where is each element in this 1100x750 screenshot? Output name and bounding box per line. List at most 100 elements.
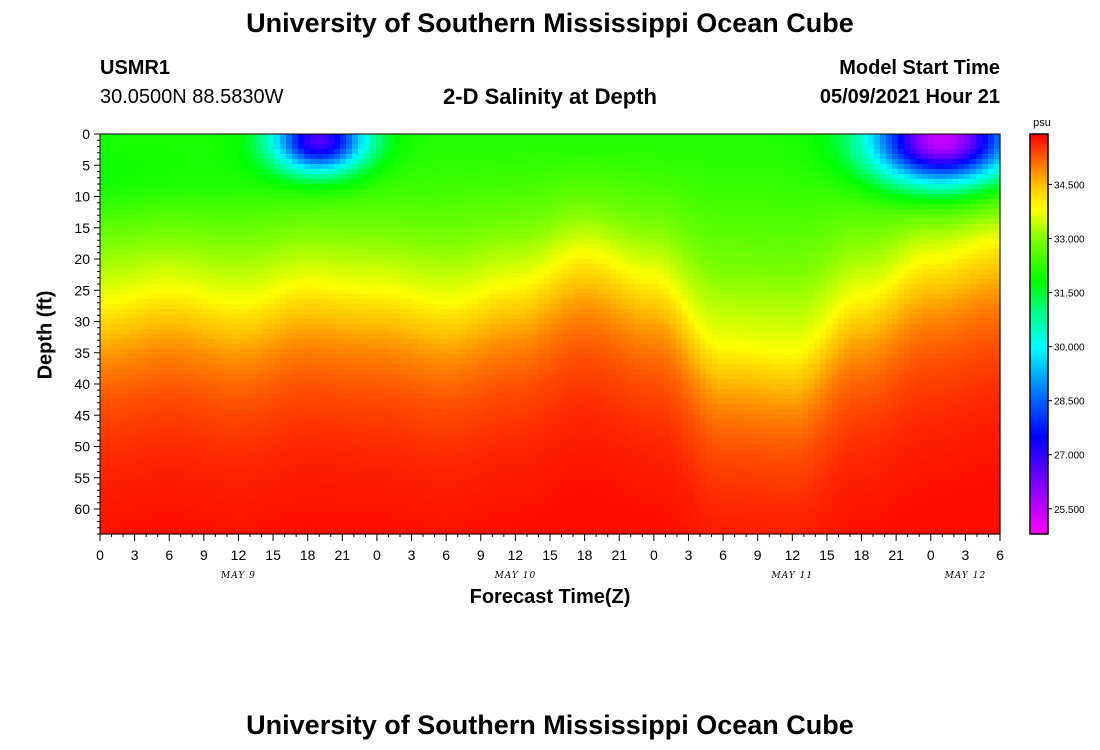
heatmap-cell [496,189,503,195]
heatmap-cell [502,219,509,225]
heatmap-cell [436,269,443,275]
heatmap-cell [442,144,449,150]
heatmap-cell [832,239,839,245]
heatmap-cell [946,174,953,180]
heatmap-cell [772,144,779,150]
heatmap-cell [328,199,335,205]
heatmap-cell [166,269,173,275]
heatmap-cell [754,249,761,255]
heatmap-cell [508,164,515,170]
heatmap-cell [304,299,311,305]
heatmap-cell [454,214,461,220]
heatmap-cell [736,174,743,180]
heatmap-cell [484,239,491,245]
heatmap-cell [400,214,407,220]
heatmap-cell [418,264,425,270]
heatmap-cell [220,149,227,155]
heatmap-cell [214,194,221,200]
heatmap-cell [154,244,161,250]
heatmap-cell [964,204,971,210]
heatmap-cell [928,264,935,270]
heatmap-cell [496,179,503,185]
heatmap-cell [154,219,161,225]
heatmap-cell [298,279,305,285]
heatmap-cell [376,219,383,225]
heatmap-cell [562,249,569,255]
heatmap-cell [382,219,389,225]
heatmap-cell [478,194,485,200]
heatmap-cell [850,219,857,225]
heatmap-cell [946,159,953,165]
heatmap-cell [580,289,587,295]
heatmap-cell [418,199,425,205]
heatmap-cell [616,259,623,265]
heatmap-cell [880,174,887,180]
heatmap-cell [766,269,773,275]
heatmap-cell [466,219,473,225]
heatmap-cell [820,184,827,190]
heatmap-cell [736,224,743,230]
heatmap-cell [310,279,317,285]
heatmap-cell [652,224,659,230]
heatmap-cell [154,239,161,245]
heatmap-cell [106,164,113,170]
heatmap-cell [232,139,239,145]
heatmap-cell [466,154,473,160]
heatmap-cell [934,279,941,285]
heatmap-cell [304,244,311,250]
heatmap-cell [970,219,977,225]
heatmap-cell [634,169,641,175]
heatmap-cell [178,294,185,300]
heatmap-cell [520,249,527,255]
heatmap-cell [418,219,425,225]
heatmap-cell [598,279,605,285]
heatmap-cell [106,179,113,185]
heatmap-cell [442,239,449,245]
heatmap-cell [730,194,737,200]
heatmap-cell [850,259,857,265]
heatmap-cell [736,199,743,205]
heatmap-cell [466,194,473,200]
heatmap-cell [958,154,965,160]
heatmap-cell [712,164,719,170]
heatmap-cell [994,234,1001,240]
heatmap-cell [400,134,407,140]
heatmap-cell [304,169,311,175]
heatmap-cell [622,199,629,205]
heatmap-cell [802,254,809,260]
heatmap-cell [664,149,671,155]
heatmap-cell [838,159,845,165]
heatmap-cell [604,274,611,280]
heatmap-cell [334,229,341,235]
heatmap-cell [244,204,251,210]
heatmap-cell [730,144,737,150]
heatmap-cell [802,179,809,185]
heatmap-cell [988,244,995,250]
heatmap-cell [874,174,881,180]
heatmap-cell [958,184,965,190]
heatmap-cell [118,209,125,215]
heatmap-cell [148,179,155,185]
heatmap-cell [130,199,137,205]
heatmap-cell [334,224,341,230]
heatmap-cell [958,234,965,240]
heatmap-cell [316,149,323,155]
heatmap-cell [148,204,155,210]
heatmap-cell [748,284,755,290]
heatmap-cell [160,239,167,245]
heatmap-cell [346,159,353,165]
heatmap-cell [370,279,377,285]
heatmap-cell [382,204,389,210]
heatmap-cell [658,249,665,255]
heatmap-cell [184,209,191,215]
heatmap-cell [580,189,587,195]
heatmap-cell [568,274,575,280]
heatmap-cell [142,164,149,170]
heatmap-cell [844,179,851,185]
heatmap-cell [130,279,137,285]
heatmap-cell [256,144,263,150]
heatmap-cell [196,194,203,200]
heatmap-cell [610,279,617,285]
heatmap-cell [826,254,833,260]
heatmap-cell [154,164,161,170]
